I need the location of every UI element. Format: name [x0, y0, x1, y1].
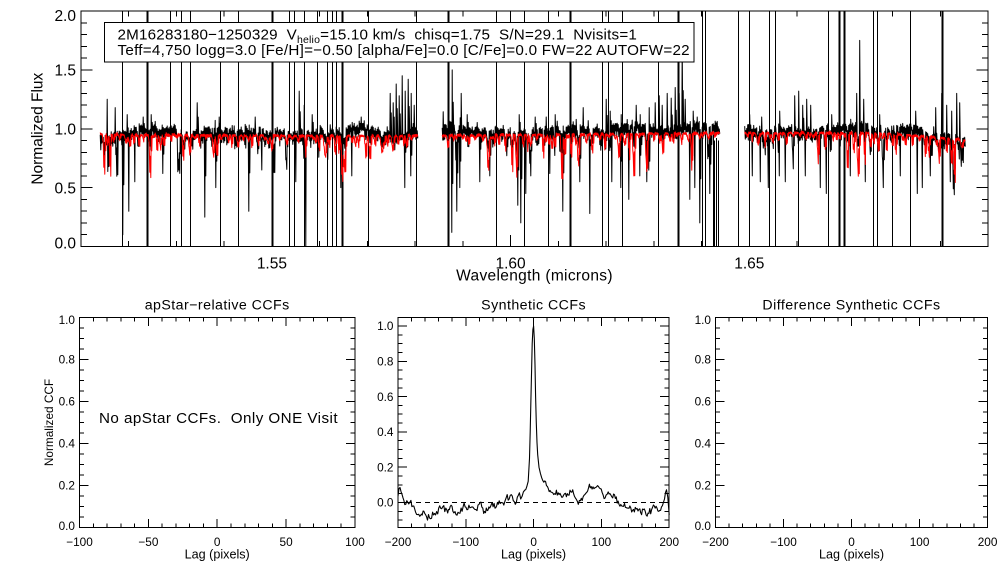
svg-text:Wavelength (microns): Wavelength (microns) [456, 268, 613, 285]
svg-text:Lag (pixels): Lag (pixels) [819, 548, 884, 562]
svg-text:50: 50 [280, 535, 294, 549]
svg-text:0.8: 0.8 [695, 353, 712, 367]
svg-text:0.8: 0.8 [59, 353, 76, 367]
svg-text:100: 100 [345, 535, 365, 549]
svg-text:−200: −200 [702, 535, 729, 549]
svg-text:0.8: 0.8 [377, 355, 394, 369]
svg-text:2M16283180−1250329 Vhelio=15.: 2M16283180−1250329 Vhelio=15.10 km/s chi… [118, 27, 638, 47]
svg-text:Normalized CCF: Normalized CCF [42, 379, 56, 466]
svg-text:0.2: 0.2 [377, 460, 393, 474]
svg-text:0.4: 0.4 [695, 437, 712, 451]
svg-text:0.5: 0.5 [54, 180, 76, 197]
svg-text:0: 0 [848, 535, 855, 549]
svg-text:0.4: 0.4 [59, 437, 76, 451]
svg-text:1.65: 1.65 [734, 256, 764, 273]
svg-text:Teff=4,750 logg=3.0 [Fe/H]=−0.: Teff=4,750 logg=3.0 [Fe/H]=−0.50 [alpha/… [118, 42, 690, 59]
svg-text:1.60: 1.60 [496, 256, 527, 273]
svg-text:−100: −100 [66, 535, 93, 549]
svg-text:100: 100 [592, 535, 612, 549]
svg-text:−100: −100 [453, 535, 480, 549]
svg-text:2.0: 2.0 [54, 8, 76, 25]
svg-text:No apStar CCFs. Only ONE Visi: No apStar CCFs. Only ONE Visit [99, 410, 338, 427]
svg-text:200: 200 [659, 535, 679, 549]
svg-text:1.5: 1.5 [54, 63, 76, 80]
svg-text:Difference Synthetic CCFs: Difference Synthetic CCFs [762, 298, 940, 314]
svg-text:Lag (pixels): Lag (pixels) [185, 548, 250, 562]
svg-text:1.0: 1.0 [54, 121, 76, 138]
svg-text:0.6: 0.6 [59, 395, 76, 409]
svg-text:0.6: 0.6 [377, 390, 394, 404]
svg-text:0.0: 0.0 [54, 236, 76, 253]
svg-text:0.2: 0.2 [59, 479, 75, 493]
svg-text:apStar−relative CCFs: apStar−relative CCFs [145, 298, 290, 314]
svg-text:Lag (pixels): Lag (pixels) [501, 548, 566, 562]
svg-text:−50: −50 [138, 535, 158, 549]
svg-text:0: 0 [214, 535, 221, 549]
svg-text:0.0: 0.0 [59, 519, 76, 533]
svg-text:0.6: 0.6 [695, 395, 712, 409]
svg-text:200: 200 [978, 535, 998, 549]
svg-text:0.4: 0.4 [377, 425, 394, 439]
svg-text:1.0: 1.0 [377, 319, 394, 333]
svg-text:1.0: 1.0 [59, 313, 76, 327]
svg-text:100: 100 [910, 535, 930, 549]
svg-text:0.0: 0.0 [695, 519, 712, 533]
svg-text:−100: −100 [770, 535, 797, 549]
svg-text:0.2: 0.2 [695, 479, 711, 493]
svg-text:Synthetic CCFs: Synthetic CCFs [481, 298, 586, 314]
svg-text:Normalized Flux: Normalized Flux [30, 72, 47, 184]
svg-text:−200: −200 [385, 535, 412, 549]
svg-text:1.0: 1.0 [695, 313, 712, 327]
svg-text:1.55: 1.55 [257, 256, 287, 273]
svg-text:0.0: 0.0 [377, 496, 394, 510]
svg-text:0: 0 [530, 535, 537, 549]
